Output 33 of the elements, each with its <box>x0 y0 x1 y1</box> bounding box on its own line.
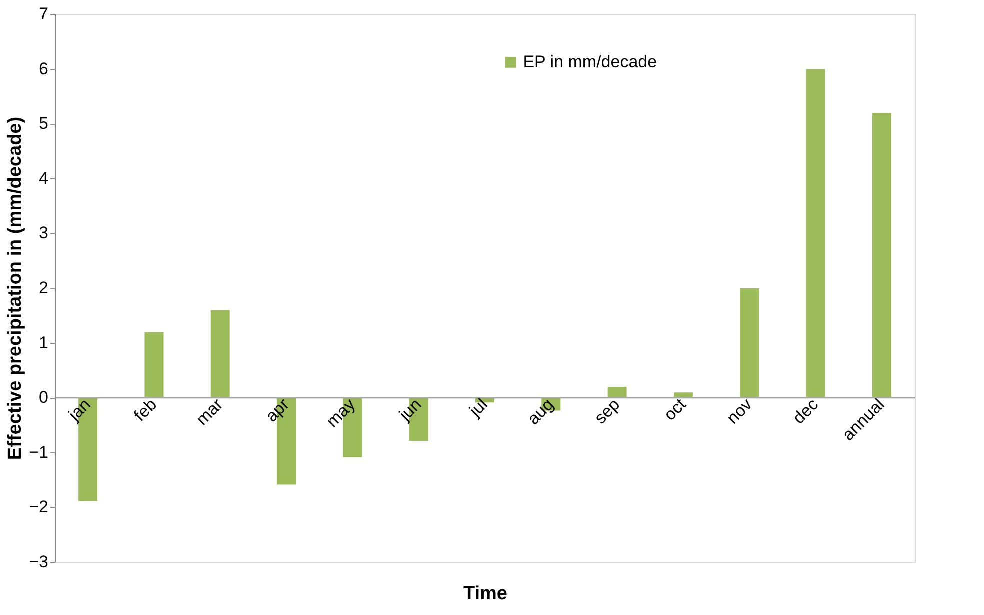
bar <box>606 386 628 398</box>
x-tick-label: may <box>322 394 360 432</box>
y-tick-label: 4 <box>39 168 48 188</box>
x-tick-label: jun <box>395 395 426 426</box>
legend-label: EP in mm/decade <box>523 52 658 72</box>
x-tick-label: jul <box>465 395 492 422</box>
bar <box>805 68 826 398</box>
x-tick-label: apr <box>262 394 294 426</box>
y-tick-label: 0 <box>39 388 48 408</box>
x-tick-label: aug <box>524 395 558 429</box>
y-tick-label: −1 <box>29 442 48 462</box>
bar <box>739 288 760 398</box>
y-tick-label: 2 <box>39 278 48 298</box>
y-tick-label: 5 <box>39 114 48 134</box>
x-tick-label: dec <box>789 394 822 428</box>
x-tick-label: feb <box>130 395 161 426</box>
y-tick-label: −2 <box>29 498 48 517</box>
y-tick-label: −3 <box>29 552 48 572</box>
bar <box>871 112 892 398</box>
x-tick-label: sep <box>590 395 624 428</box>
y-tick-label: 3 <box>39 224 48 243</box>
y-axis-title: Effective precipitation in (mm/decade) <box>5 116 26 460</box>
x-tick-label: oct <box>660 394 690 425</box>
y-tick-label: 7 <box>39 4 48 24</box>
bar <box>672 392 694 398</box>
bar <box>210 309 231 398</box>
y-tick-label: 1 <box>39 333 48 352</box>
y-tick-label: 6 <box>39 59 48 78</box>
x-tick-label: jan <box>64 395 94 426</box>
bar <box>144 331 165 398</box>
x-axis-title: Time <box>463 584 508 604</box>
x-tick-label: nov <box>723 394 756 428</box>
x-tick-label: mar <box>192 394 227 430</box>
